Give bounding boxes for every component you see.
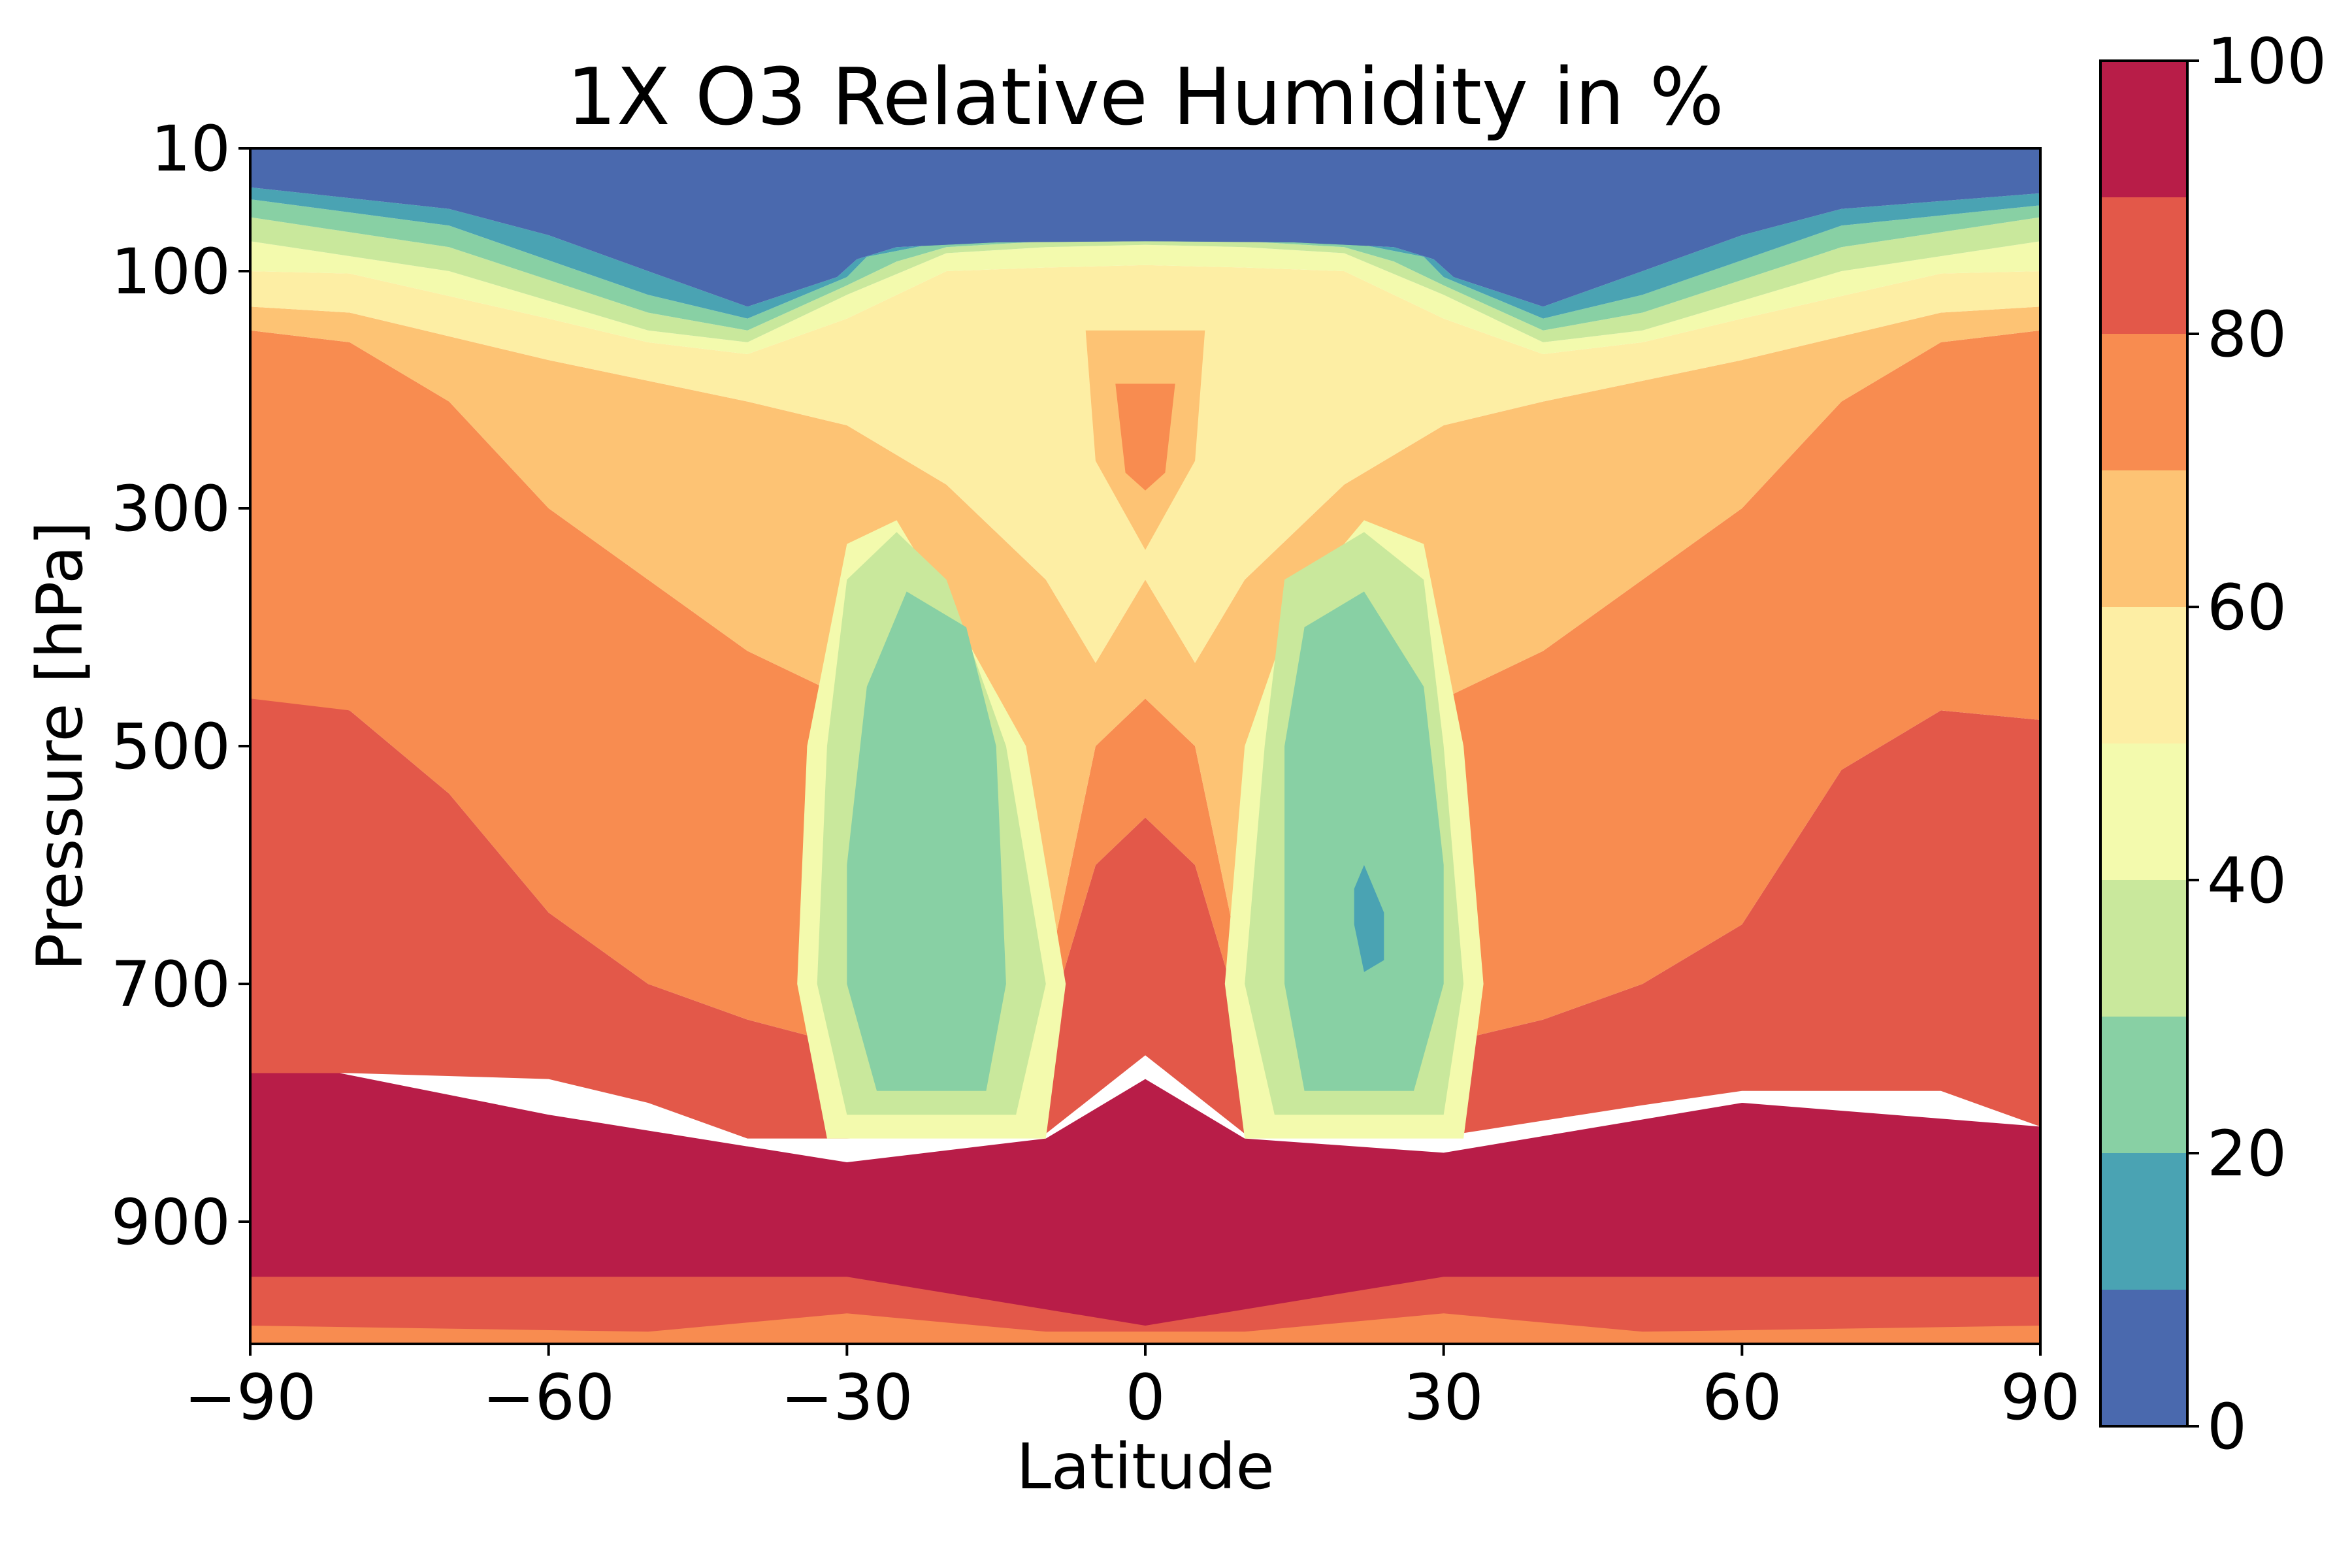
x-tick-label: 60 <box>1702 1361 1782 1434</box>
colorbar-segment <box>2100 743 2187 880</box>
y-tick-label: 500 <box>111 710 231 783</box>
contour-band-70-80-2 <box>250 330 2040 1046</box>
colorbar-tick-label: 60 <box>2207 571 2287 644</box>
contour-band-10-20-16 <box>1354 865 1384 972</box>
contour-band-20-30-14 <box>847 591 1006 1091</box>
colorbar-segment <box>2100 61 2187 197</box>
colorbar-tick-label: 80 <box>2207 298 2287 371</box>
colorbar-tick-label: 40 <box>2207 844 2287 917</box>
y-axis-label: Pressure [hPa] <box>24 521 97 972</box>
contour-band-40-50-5 <box>250 241 2040 354</box>
y-tick-label: 900 <box>111 1186 231 1259</box>
colorbar-segment <box>2100 334 2187 470</box>
x-tick-label: −60 <box>482 1361 615 1434</box>
x-tick-label: 0 <box>1125 1361 1165 1434</box>
y-tick-label: 300 <box>111 472 231 546</box>
x-axis-label: Latitude <box>1016 1430 1274 1503</box>
x-tick-label: 90 <box>2001 1361 2080 1434</box>
colorbar-segment <box>2100 470 2187 607</box>
colorbar-segment <box>2100 1153 2187 1290</box>
y-tick-label: 700 <box>111 948 231 1021</box>
y-tick-label: 10 <box>151 112 231 186</box>
colorbar-segment <box>2100 197 2187 334</box>
plot-area <box>250 148 2040 1344</box>
contour-band-70-80-18 <box>1115 384 1175 491</box>
x-tick-label: −30 <box>781 1361 913 1434</box>
colorbar-segment <box>2100 607 2187 743</box>
contour-band-0-10-9 <box>250 148 2040 307</box>
y-tick-label: 100 <box>111 235 231 308</box>
colorbar-segment <box>2100 1290 2187 1426</box>
contour-band-30-40-6 <box>250 217 2040 342</box>
x-tick-label: 30 <box>1404 1361 1484 1434</box>
colorbar-tick-label: 20 <box>2207 1117 2287 1190</box>
colorbar-segment <box>2100 880 2187 1017</box>
colorbar: 0 20 40 60 80 100 <box>2099 25 2327 1463</box>
contour-band-90-100-0 <box>250 1055 2040 1344</box>
colorbar-segment <box>2100 1017 2187 1153</box>
contour-band-60-70-3 <box>250 306 2040 984</box>
x-axis: −90 −60 −30 0 30 60 90 <box>184 1344 2080 1434</box>
x-tick-label: −90 <box>184 1361 317 1434</box>
chart-title: 1X O3 Relative Humidity in % <box>566 52 1724 143</box>
colorbar-tick-label: 100 <box>2207 25 2327 98</box>
colorbar-tick-label: 0 <box>2207 1390 2247 1463</box>
contour-band-20-30-15 <box>1284 591 1444 1091</box>
contour-band-80-90-1 <box>250 693 2040 1139</box>
y-axis: 10 100 300 500 700 900 <box>111 112 250 1259</box>
contour-band-70-80-20 <box>250 1313 2040 1344</box>
colorbar-frame <box>2099 59 2189 1428</box>
